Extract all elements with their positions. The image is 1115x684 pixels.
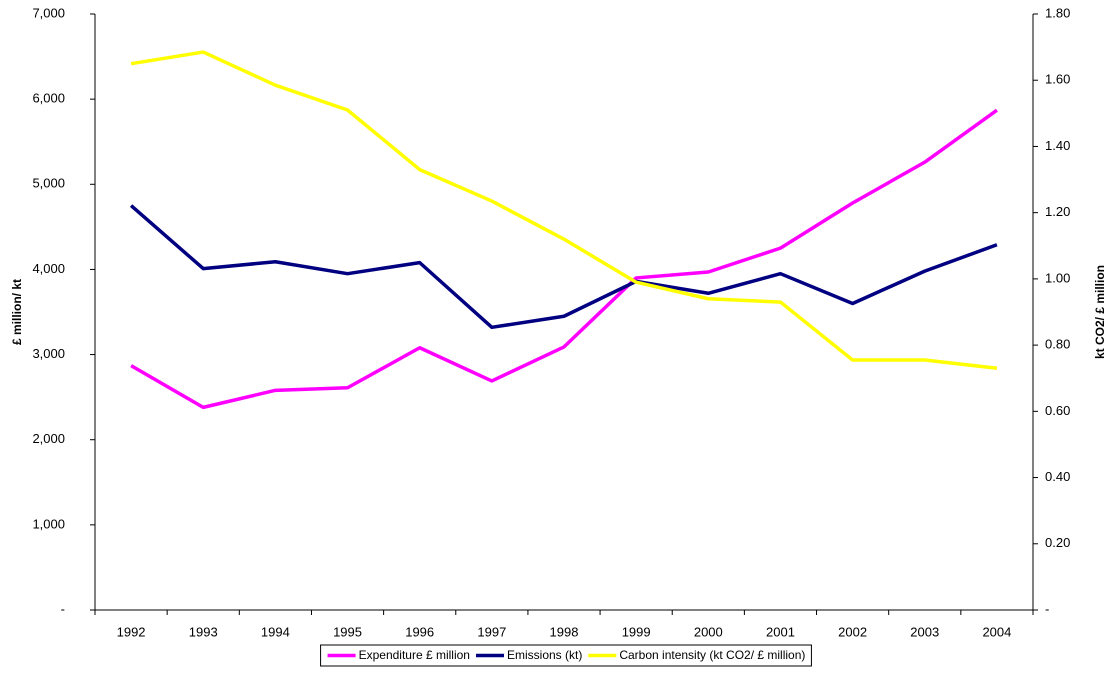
y2-tick-label: 1.80 (1045, 5, 1070, 20)
y-tick-label: 3,000 (32, 346, 65, 361)
x-tick-label: 2000 (694, 624, 723, 639)
x-tick-label: 1997 (477, 624, 506, 639)
legend-label: Carbon intensity (kt CO2/ £ million) (619, 648, 805, 662)
x-tick-label: 1996 (405, 624, 434, 639)
series-line (129, 204, 998, 330)
y2-tick-label: 0.80 (1045, 337, 1070, 352)
y2-tick-label: 1.00 (1045, 270, 1070, 285)
x-tick-label: 1994 (261, 624, 290, 639)
x-tick-label: 1993 (189, 624, 218, 639)
y-tick-label: 1,000 (32, 516, 65, 531)
legend-label: Emissions (kt) (507, 648, 582, 662)
series-line (130, 50, 998, 371)
y2-axis-title: kt CO2/ £ million (1093, 265, 1107, 359)
x-tick-label: 1992 (117, 624, 146, 639)
y2-tick-label: 1.40 (1045, 138, 1070, 153)
y-tick-label: 4,000 (32, 261, 65, 276)
x-tick-label: 2002 (838, 624, 867, 639)
legend-label: Expenditure £ million (359, 648, 470, 662)
y2-tick-label: 0.60 (1045, 403, 1070, 418)
y-tick-label: 7,000 (32, 5, 65, 20)
y2-tick-label: 1.20 (1045, 204, 1070, 219)
y2-tick-label: 1.60 (1045, 72, 1070, 87)
y2-tick-label: 0.20 (1045, 535, 1070, 550)
x-tick-label: 2003 (910, 624, 939, 639)
y-axis-title: £ million/ kt (10, 279, 24, 345)
series-line (130, 108, 998, 410)
x-tick-label: 1995 (333, 624, 362, 639)
y-tick-label: - (61, 601, 65, 616)
y2-tick-label: - (1045, 601, 1049, 616)
y-tick-label: 6,000 (32, 91, 65, 106)
legend: Expenditure £ million Emissions (kt) Carbo… (320, 644, 812, 667)
y2-tick-label: 0.40 (1045, 469, 1070, 484)
y-tick-label: 5,000 (32, 176, 65, 191)
x-tick-label: 1998 (550, 624, 579, 639)
x-tick-label: 1999 (622, 624, 651, 639)
legend-box (320, 644, 812, 667)
y-tick-label: 2,000 (32, 431, 65, 446)
x-tick-label: 2001 (766, 624, 795, 639)
x-tick-label: 2004 (982, 624, 1011, 639)
